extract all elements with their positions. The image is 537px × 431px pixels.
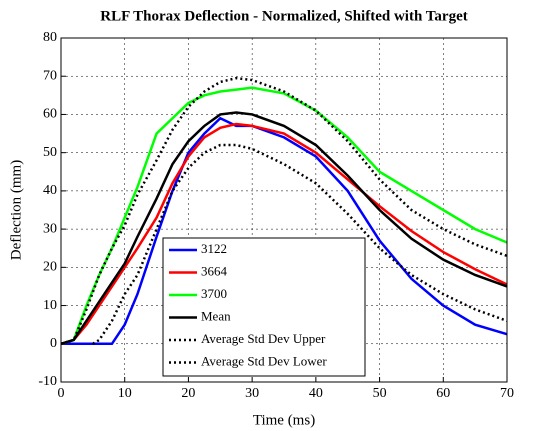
y-tick-label: 30	[43, 221, 57, 236]
y-tick-label: 60	[43, 107, 57, 122]
y-tick-label: 40	[43, 183, 57, 198]
y-tick-label: 0	[50, 336, 57, 351]
y-axis-label: Deflection (mm)	[8, 160, 24, 260]
legend-label: 3700	[201, 286, 227, 301]
series-line	[60, 111, 508, 345]
x-tick-label: 60	[436, 386, 450, 401]
y-tick-label: 10	[43, 298, 57, 313]
x-tick-label: 50	[373, 386, 387, 401]
legend-label: Average Std Dev Lower	[201, 353, 327, 368]
y-tick-label: 50	[43, 145, 57, 160]
series-line	[61, 116, 508, 346]
legend-label: Mean	[201, 308, 231, 323]
chart-title: RLF Thorax Deflection - Normalized, Shif…	[100, 8, 467, 24]
y-tick-label: 20	[43, 260, 57, 275]
y-tick-label: -10	[38, 374, 57, 389]
series-line	[60, 122, 508, 345]
y-tick-label: 70	[43, 68, 57, 83]
legend-label: 3122	[201, 241, 227, 256]
x-tick-label: 40	[309, 386, 323, 401]
y-tick-label: 80	[43, 30, 57, 45]
series-line	[60, 86, 508, 345]
plot-frame	[60, 37, 508, 383]
x-axis-label: Time (ms)	[253, 412, 315, 428]
legend-box	[162, 237, 366, 377]
x-tick-label: 10	[118, 386, 132, 401]
legend-label: Average Std Dev Upper	[201, 331, 326, 346]
legend-label: 3664	[201, 263, 228, 278]
x-tick-label: 0	[58, 386, 65, 401]
x-tick-label: 70	[500, 386, 514, 401]
x-tick-label: 20	[181, 386, 195, 401]
series-line	[60, 76, 508, 345]
x-tick-label: 30	[245, 386, 259, 401]
